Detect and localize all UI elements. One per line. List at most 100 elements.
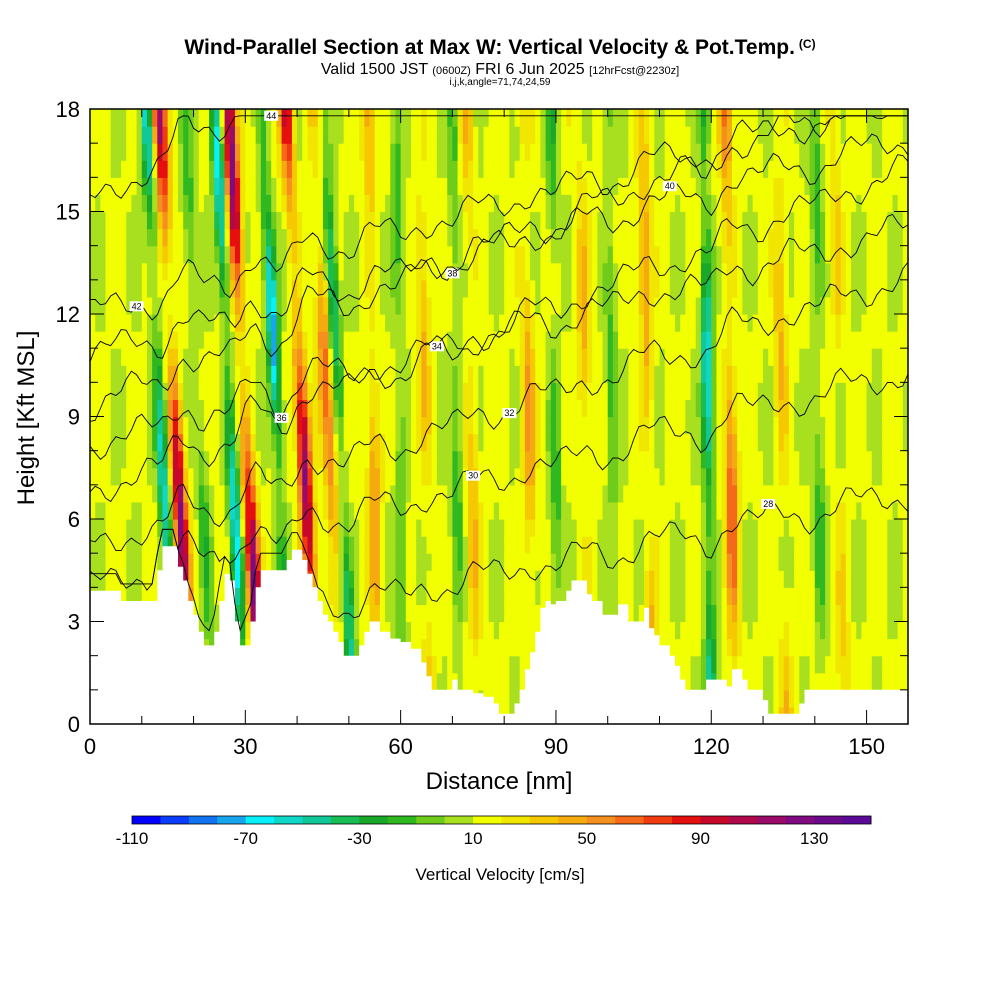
velocity-cell bbox=[561, 553, 567, 571]
velocity-cell bbox=[121, 177, 127, 196]
velocity-cell bbox=[452, 194, 459, 213]
velocity-cell bbox=[400, 536, 407, 554]
velocity-cell bbox=[504, 382, 510, 401]
velocity-cell bbox=[121, 143, 127, 161]
velocity-cell bbox=[162, 416, 169, 435]
velocity-cell bbox=[209, 160, 215, 178]
velocity-cell bbox=[447, 672, 454, 691]
velocity-cell bbox=[421, 484, 428, 503]
velocity-cell bbox=[431, 672, 438, 691]
velocity-cell bbox=[675, 416, 681, 435]
velocity-cell bbox=[193, 348, 200, 366]
velocity-cell bbox=[473, 621, 479, 640]
velocity-cell bbox=[695, 604, 702, 623]
velocity-cell bbox=[726, 655, 733, 674]
velocity-cell bbox=[250, 433, 257, 452]
velocity-cell bbox=[333, 331, 340, 349]
velocity-cell bbox=[737, 143, 743, 161]
velocity-cell bbox=[416, 228, 422, 247]
velocity-cell bbox=[338, 228, 345, 247]
velocity-cell bbox=[618, 416, 624, 435]
velocity-cell bbox=[726, 314, 733, 332]
velocity-cell bbox=[695, 621, 702, 640]
velocity-cell bbox=[752, 570, 759, 588]
velocity-cell bbox=[571, 314, 578, 332]
velocity-cell bbox=[214, 519, 221, 537]
velocity-cell bbox=[178, 177, 184, 196]
velocity-cell bbox=[348, 348, 355, 366]
velocity-cell bbox=[478, 655, 485, 674]
velocity-cell bbox=[379, 160, 386, 178]
velocity-cell bbox=[167, 382, 174, 401]
velocity-cell bbox=[763, 519, 769, 537]
velocity-cell bbox=[276, 245, 283, 264]
velocity-cell bbox=[685, 450, 692, 469]
velocity-cell bbox=[462, 194, 469, 213]
velocity-cell bbox=[276, 348, 283, 366]
velocity-cell bbox=[509, 126, 516, 144]
velocity-cell bbox=[188, 228, 195, 247]
velocity-cell bbox=[245, 450, 252, 469]
velocity-cell bbox=[193, 433, 200, 452]
velocity-cell bbox=[473, 587, 479, 606]
velocity-cell bbox=[416, 365, 422, 383]
velocity-cell bbox=[390, 194, 397, 213]
velocity-cell bbox=[711, 484, 718, 503]
velocity-cell bbox=[566, 262, 573, 281]
velocity-cell bbox=[410, 501, 417, 520]
velocity-cell bbox=[535, 262, 542, 281]
velocity-cell bbox=[700, 536, 707, 554]
velocity-cell bbox=[359, 416, 365, 435]
velocity-cell bbox=[354, 467, 360, 486]
velocity-cell bbox=[410, 143, 417, 161]
velocity-cell bbox=[721, 279, 728, 298]
velocity-cell bbox=[317, 399, 324, 418]
velocity-cell bbox=[374, 211, 381, 230]
velocity-cell bbox=[322, 536, 329, 554]
velocity-cell bbox=[90, 262, 96, 281]
velocity-cell bbox=[519, 331, 526, 349]
velocity-cell bbox=[488, 160, 495, 178]
velocity-cell bbox=[452, 655, 459, 674]
velocity-cell bbox=[467, 314, 474, 332]
velocity-cell bbox=[514, 228, 521, 247]
velocity-cell bbox=[675, 143, 681, 161]
velocity-cell bbox=[747, 365, 754, 383]
velocity-cell bbox=[431, 467, 438, 486]
velocity-cell bbox=[426, 331, 433, 349]
velocity-cell bbox=[773, 433, 780, 452]
velocity-cell bbox=[214, 365, 221, 383]
velocity-cell bbox=[162, 450, 169, 469]
velocity-cell bbox=[623, 484, 630, 503]
velocity-cell bbox=[706, 126, 712, 144]
velocity-cell bbox=[794, 587, 800, 606]
velocity-cell bbox=[524, 587, 531, 606]
velocity-cell bbox=[597, 536, 604, 554]
velocity-cell bbox=[240, 331, 246, 349]
velocity-cell bbox=[763, 126, 769, 144]
velocity-cell bbox=[193, 365, 200, 383]
velocity-cell bbox=[669, 501, 676, 520]
velocity-cell bbox=[436, 262, 443, 281]
velocity-cell bbox=[571, 279, 578, 298]
velocity-cell bbox=[499, 399, 505, 418]
velocity-cell bbox=[333, 519, 340, 537]
velocity-cell bbox=[198, 604, 205, 623]
velocity-cell bbox=[721, 638, 728, 657]
velocity-cell bbox=[519, 245, 526, 264]
velocity-cell bbox=[312, 143, 319, 161]
velocity-cell bbox=[198, 416, 205, 435]
velocity-cell bbox=[436, 638, 443, 657]
velocity-cell bbox=[297, 296, 303, 315]
velocity-cell bbox=[452, 416, 459, 435]
velocity-cell bbox=[121, 245, 127, 264]
velocity-cell bbox=[442, 553, 448, 571]
velocity-cell bbox=[571, 143, 578, 161]
velocity-cell bbox=[711, 604, 718, 623]
velocity-cell bbox=[499, 570, 505, 588]
velocity-cell bbox=[141, 245, 148, 264]
velocity-cell bbox=[794, 655, 800, 674]
velocity-cell bbox=[763, 536, 769, 554]
velocity-cell bbox=[276, 450, 283, 469]
velocity-cell bbox=[405, 331, 412, 349]
